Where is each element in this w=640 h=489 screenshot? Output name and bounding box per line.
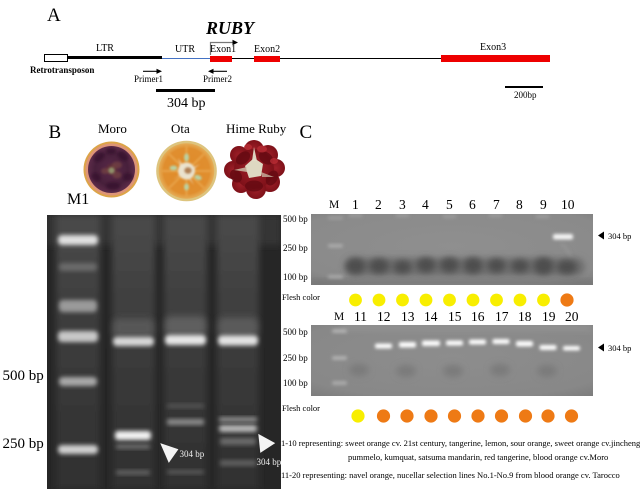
svg-text:304 bp: 304 bp [608,343,631,353]
svg-text:304 bp: 304 bp [608,231,631,241]
svg-text:304 bp: 304 bp [257,457,282,467]
svg-text:304 bp: 304 bp [180,449,205,459]
